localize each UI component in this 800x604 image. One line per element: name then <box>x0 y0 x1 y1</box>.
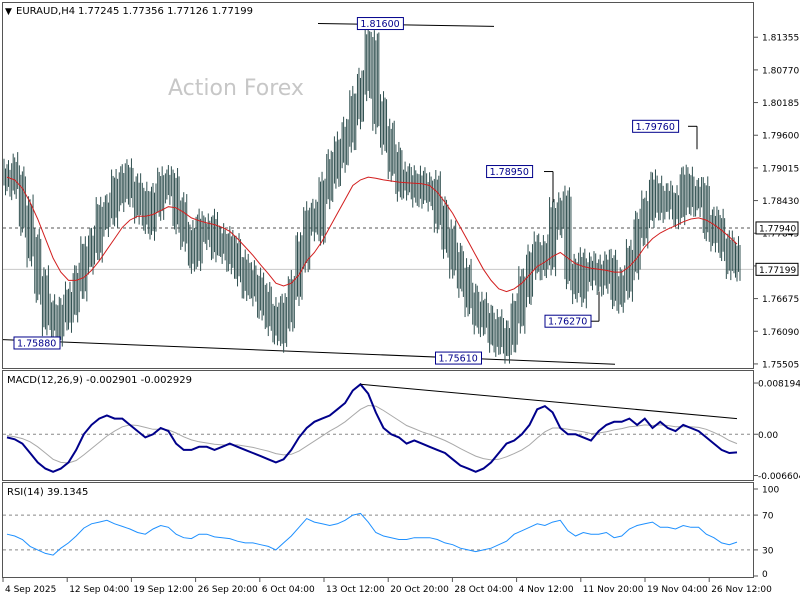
price-labels: 1.81600 1.78950 1.79760 1.75880 1.75610 1.762… <box>13 17 680 365</box>
price-annotation-box <box>435 351 482 365</box>
price-tick-label: 1.75505 <box>762 360 799 370</box>
price-annotation-text: 1.79760 <box>636 122 675 133</box>
price-annotation: 1.75880 <box>13 336 61 350</box>
macd-tick-label: 0.00 <box>758 431 778 441</box>
price-tick-label: 1.76090 <box>762 328 799 338</box>
rsi-panel-frame <box>2 482 754 578</box>
time-tick-label: 26 Sep 20:00 <box>198 585 258 595</box>
price-tick-label: 1.79600 <box>762 132 799 142</box>
price-tick-label: 1.77845 <box>762 230 799 240</box>
price-annotation-box <box>486 165 534 179</box>
time-tick-label: 13 Oct 12:00 <box>326 585 385 595</box>
reference-level-tag-box <box>755 221 799 235</box>
reference-level-tag: 1.77940 <box>755 221 799 235</box>
time-tick-label: 20 Oct 20:00 <box>390 585 449 595</box>
macd-main-line <box>6 382 738 473</box>
price-tick-label: 1.78430 <box>762 197 799 207</box>
price-level-tags: 1.77940 1.77199 <box>755 221 799 276</box>
price-annotation-text: 1.75880 <box>17 338 56 349</box>
current-price-tag: 1.77199 <box>755 262 799 276</box>
header-ohlc: 1.77245 1.77356 1.77126 1.77199 <box>78 6 253 17</box>
price-annotation-box <box>13 336 61 350</box>
price-annotation: 1.75610 <box>435 351 482 365</box>
collapse-arrow-icon[interactable]: ▼ <box>5 7 12 17</box>
rsi-tick-label: 100 <box>762 486 779 496</box>
macd-tick-label: 0.008194 <box>758 380 800 390</box>
time-tick-label: 19 Nov 04:00 <box>647 585 708 595</box>
header-symbol: EURAUD,H4 <box>16 6 75 17</box>
time-tick-label: 19 Sep 12:00 <box>133 585 193 595</box>
current-price-tag-box <box>755 262 799 276</box>
price-axis: 1.81355 1.80770 1.80185 1.79600 1.79015 1.784… <box>754 34 799 370</box>
candles <box>3 24 741 364</box>
time-tick-label: 4 Nov 12:00 <box>519 585 574 595</box>
price-tick-label: 1.80770 <box>762 66 799 76</box>
rsi-tick-label: 70 <box>762 512 774 522</box>
time-axis: 4 Sep 2025 12 Sep 04:00 19 Sep 12:00 26 Sep… <box>2 578 772 595</box>
high-trendline <box>317 23 495 27</box>
rsi-line <box>6 512 738 556</box>
price-annotation-box <box>544 314 592 328</box>
price-annotation-text: 1.76270 <box>548 317 587 328</box>
rsi-title: RSI(14) 39.1345 <box>7 487 88 498</box>
macd-title: MACD(12,26,9) -0.002901 -0.002929 <box>7 375 192 386</box>
price-panel-frame <box>2 2 754 369</box>
price-annotation-text: 1.78950 <box>490 167 529 178</box>
macd-signal-line <box>6 404 738 464</box>
moving-average-line <box>6 176 738 293</box>
macd-tick-label: -0.006604 <box>758 472 800 482</box>
price-annotation-box <box>356 17 404 31</box>
time-tick-label: 26 Nov 12:00 <box>711 585 772 595</box>
time-tick-label: 6 Oct 04:00 <box>262 585 315 595</box>
time-tick-label: 12 Sep 04:00 <box>69 585 129 595</box>
price-annotation: 1.79760 <box>632 119 680 133</box>
price-tick-label: 1.80185 <box>762 99 799 109</box>
price-annotation: 1.76270 <box>544 314 592 328</box>
price-trendlines <box>2 23 698 365</box>
rsi-tick-label: 30 <box>762 546 774 556</box>
reference-level-tag-text: 1.77940 <box>759 224 796 234</box>
time-tick-label: 28 Oct 04:00 <box>454 585 513 595</box>
price-annotation-box <box>632 119 680 133</box>
price-tick-label: 1.81355 <box>762 34 799 44</box>
price-annotation-text: 1.81600 <box>360 19 399 30</box>
price-annotation: 1.81600 <box>356 17 404 31</box>
price-tick-label: 1.79015 <box>762 164 799 174</box>
macd-trendline <box>360 383 738 420</box>
price-annotation: 1.78950 <box>486 165 534 179</box>
rsi-tick-label: 0 <box>762 570 768 580</box>
rsi-axis: 100 70 30 0 <box>754 486 779 580</box>
low-trendline <box>2 339 616 365</box>
watermark: Action Forex <box>168 76 304 101</box>
current-price-tag-text: 1.77199 <box>759 266 796 276</box>
macd-axis: 0.008194 0.00 -0.006604 <box>754 380 800 482</box>
price-tick-label: 1.76675 <box>762 295 799 305</box>
time-tick-label: 4 Sep 2025 <box>5 585 56 595</box>
rsi-grid <box>3 514 753 551</box>
price-annotation-text: 1.75610 <box>439 354 478 365</box>
time-tick-label: 11 Nov 20:00 <box>583 585 644 595</box>
